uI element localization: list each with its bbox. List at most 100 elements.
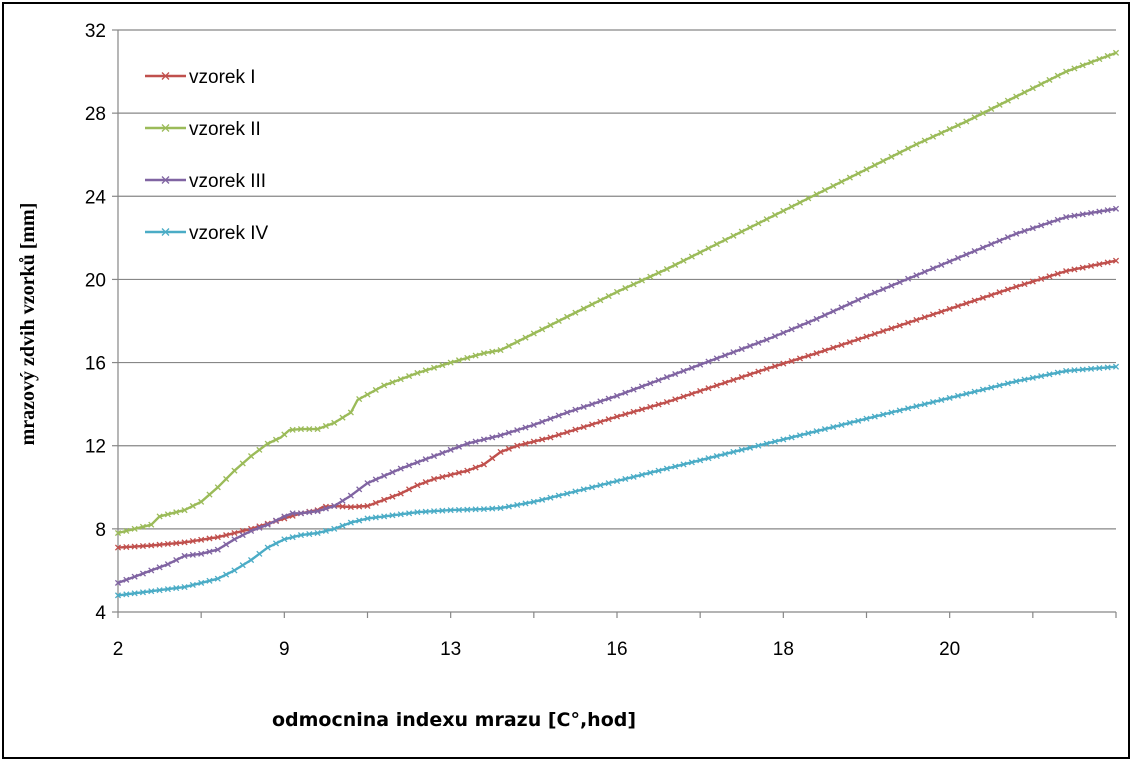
series-2-marker: [622, 285, 629, 292]
series-1-marker: [547, 434, 554, 441]
series-2-marker: [397, 376, 404, 383]
series-1-marker: [913, 316, 920, 324]
series-4-marker: [206, 577, 213, 584]
series-1-marker: [397, 490, 404, 497]
series-lines: [114, 49, 1120, 599]
series-2-marker: [688, 253, 695, 260]
series-4-marker: [430, 508, 438, 515]
series-1-marker: [796, 355, 804, 362]
series-4-marker: [821, 426, 828, 433]
series-1-marker: [381, 496, 388, 503]
series-4-marker: [181, 583, 188, 591]
series-1-marker: [988, 291, 995, 299]
series-3-marker: [1029, 225, 1036, 232]
series-1-marker: [439, 473, 446, 480]
series-1-marker: [905, 319, 912, 326]
series-4-marker: [1046, 371, 1053, 378]
series-1-marker: [688, 390, 695, 397]
series-3-marker: [289, 510, 296, 517]
series-4-marker: [148, 588, 155, 595]
y-tick-label: 16: [85, 354, 106, 375]
series-2-marker: [580, 305, 587, 312]
series-2-marker: [680, 257, 687, 264]
series-3-marker: [1087, 209, 1095, 216]
series-4-marker: [780, 436, 787, 443]
series-4-marker: [214, 575, 221, 582]
series-2-marker: [638, 277, 646, 284]
series-1-marker: [863, 333, 870, 340]
series-2-marker: [439, 362, 446, 369]
series-4-marker: [239, 562, 246, 569]
series-1-marker: [672, 396, 679, 403]
series-4-marker: [663, 465, 670, 472]
series-3-marker: [913, 272, 920, 279]
series-1-marker: [813, 350, 820, 357]
series-2-marker: [131, 525, 138, 532]
series-1-marker: [763, 365, 770, 372]
series-4-marker: [1013, 378, 1020, 385]
series-3-marker: [1063, 214, 1070, 221]
series-3-marker: [1021, 227, 1028, 234]
series-4-marker: [996, 382, 1003, 389]
series-1-marker: [655, 401, 662, 408]
series-3-marker: [580, 403, 587, 410]
series-2-marker: [505, 342, 512, 350]
series-4-marker: [580, 486, 587, 493]
series-4-marker: [830, 423, 837, 431]
series-1-marker: [830, 344, 837, 351]
axes: 4 8 12 16 20 24 28 32 2 9 13 16 18 20: [85, 21, 1117, 660]
series-3-marker: [422, 456, 429, 463]
series-4-marker: [880, 411, 887, 418]
series-3-marker: [830, 308, 837, 315]
series-4-marker: [1071, 367, 1078, 374]
series-4-marker: [846, 419, 853, 426]
series-2-marker: [846, 174, 853, 181]
series-3-marker: [331, 502, 338, 510]
series-3-marker: [139, 570, 147, 577]
series-1: [114, 257, 1120, 551]
series-1-marker: [1104, 259, 1111, 266]
series-1-marker: [896, 322, 903, 329]
series-3-marker: [805, 319, 812, 326]
series-1-marker: [1079, 264, 1086, 271]
series-2-marker: [297, 426, 305, 433]
series-4-marker: [1087, 365, 1095, 372]
series-2-marker: [331, 419, 338, 426]
series-2-marker: [198, 498, 205, 505]
series-1-marker: [597, 418, 604, 425]
series-2-marker: [223, 475, 230, 483]
gridlines: [118, 29, 1116, 530]
series-3-marker: [397, 465, 404, 472]
series-3-marker: [971, 247, 978, 255]
series-3-marker: [1046, 219, 1053, 226]
series-3-marker: [372, 476, 379, 483]
y-tick-label: 28: [85, 104, 106, 125]
series-1-marker: [821, 347, 828, 354]
series-1-marker: [1038, 275, 1045, 282]
series-1-marker: [505, 445, 512, 452]
series-4-marker: [705, 455, 712, 462]
series-3-marker: [1054, 216, 1061, 223]
series-4-marker: [888, 409, 895, 416]
series-2-marker: [555, 317, 562, 325]
series-2-marker: [347, 409, 354, 416]
legend-item-3: vzorek III: [145, 171, 266, 192]
series-2-marker: [239, 460, 246, 467]
series-3-marker: [480, 436, 487, 443]
series-1-marker: [1112, 257, 1120, 264]
series-1-marker: [638, 406, 646, 413]
series-4-marker: [164, 586, 171, 593]
series-4-marker: [896, 407, 903, 414]
series-4-marker: [788, 434, 795, 441]
series-2-marker: [372, 386, 379, 394]
series-3-marker: [954, 254, 962, 262]
series-3-marker: [297, 510, 305, 517]
series-3-marker: [871, 289, 878, 296]
series-3-marker: [663, 374, 670, 381]
series-1-marker: [954, 303, 962, 310]
series-2-marker: [189, 502, 196, 510]
series-3-marker: [522, 424, 529, 431]
series-4-marker: [522, 500, 529, 507]
series-2-marker: [1071, 65, 1078, 72]
series-3-marker: [356, 486, 363, 493]
